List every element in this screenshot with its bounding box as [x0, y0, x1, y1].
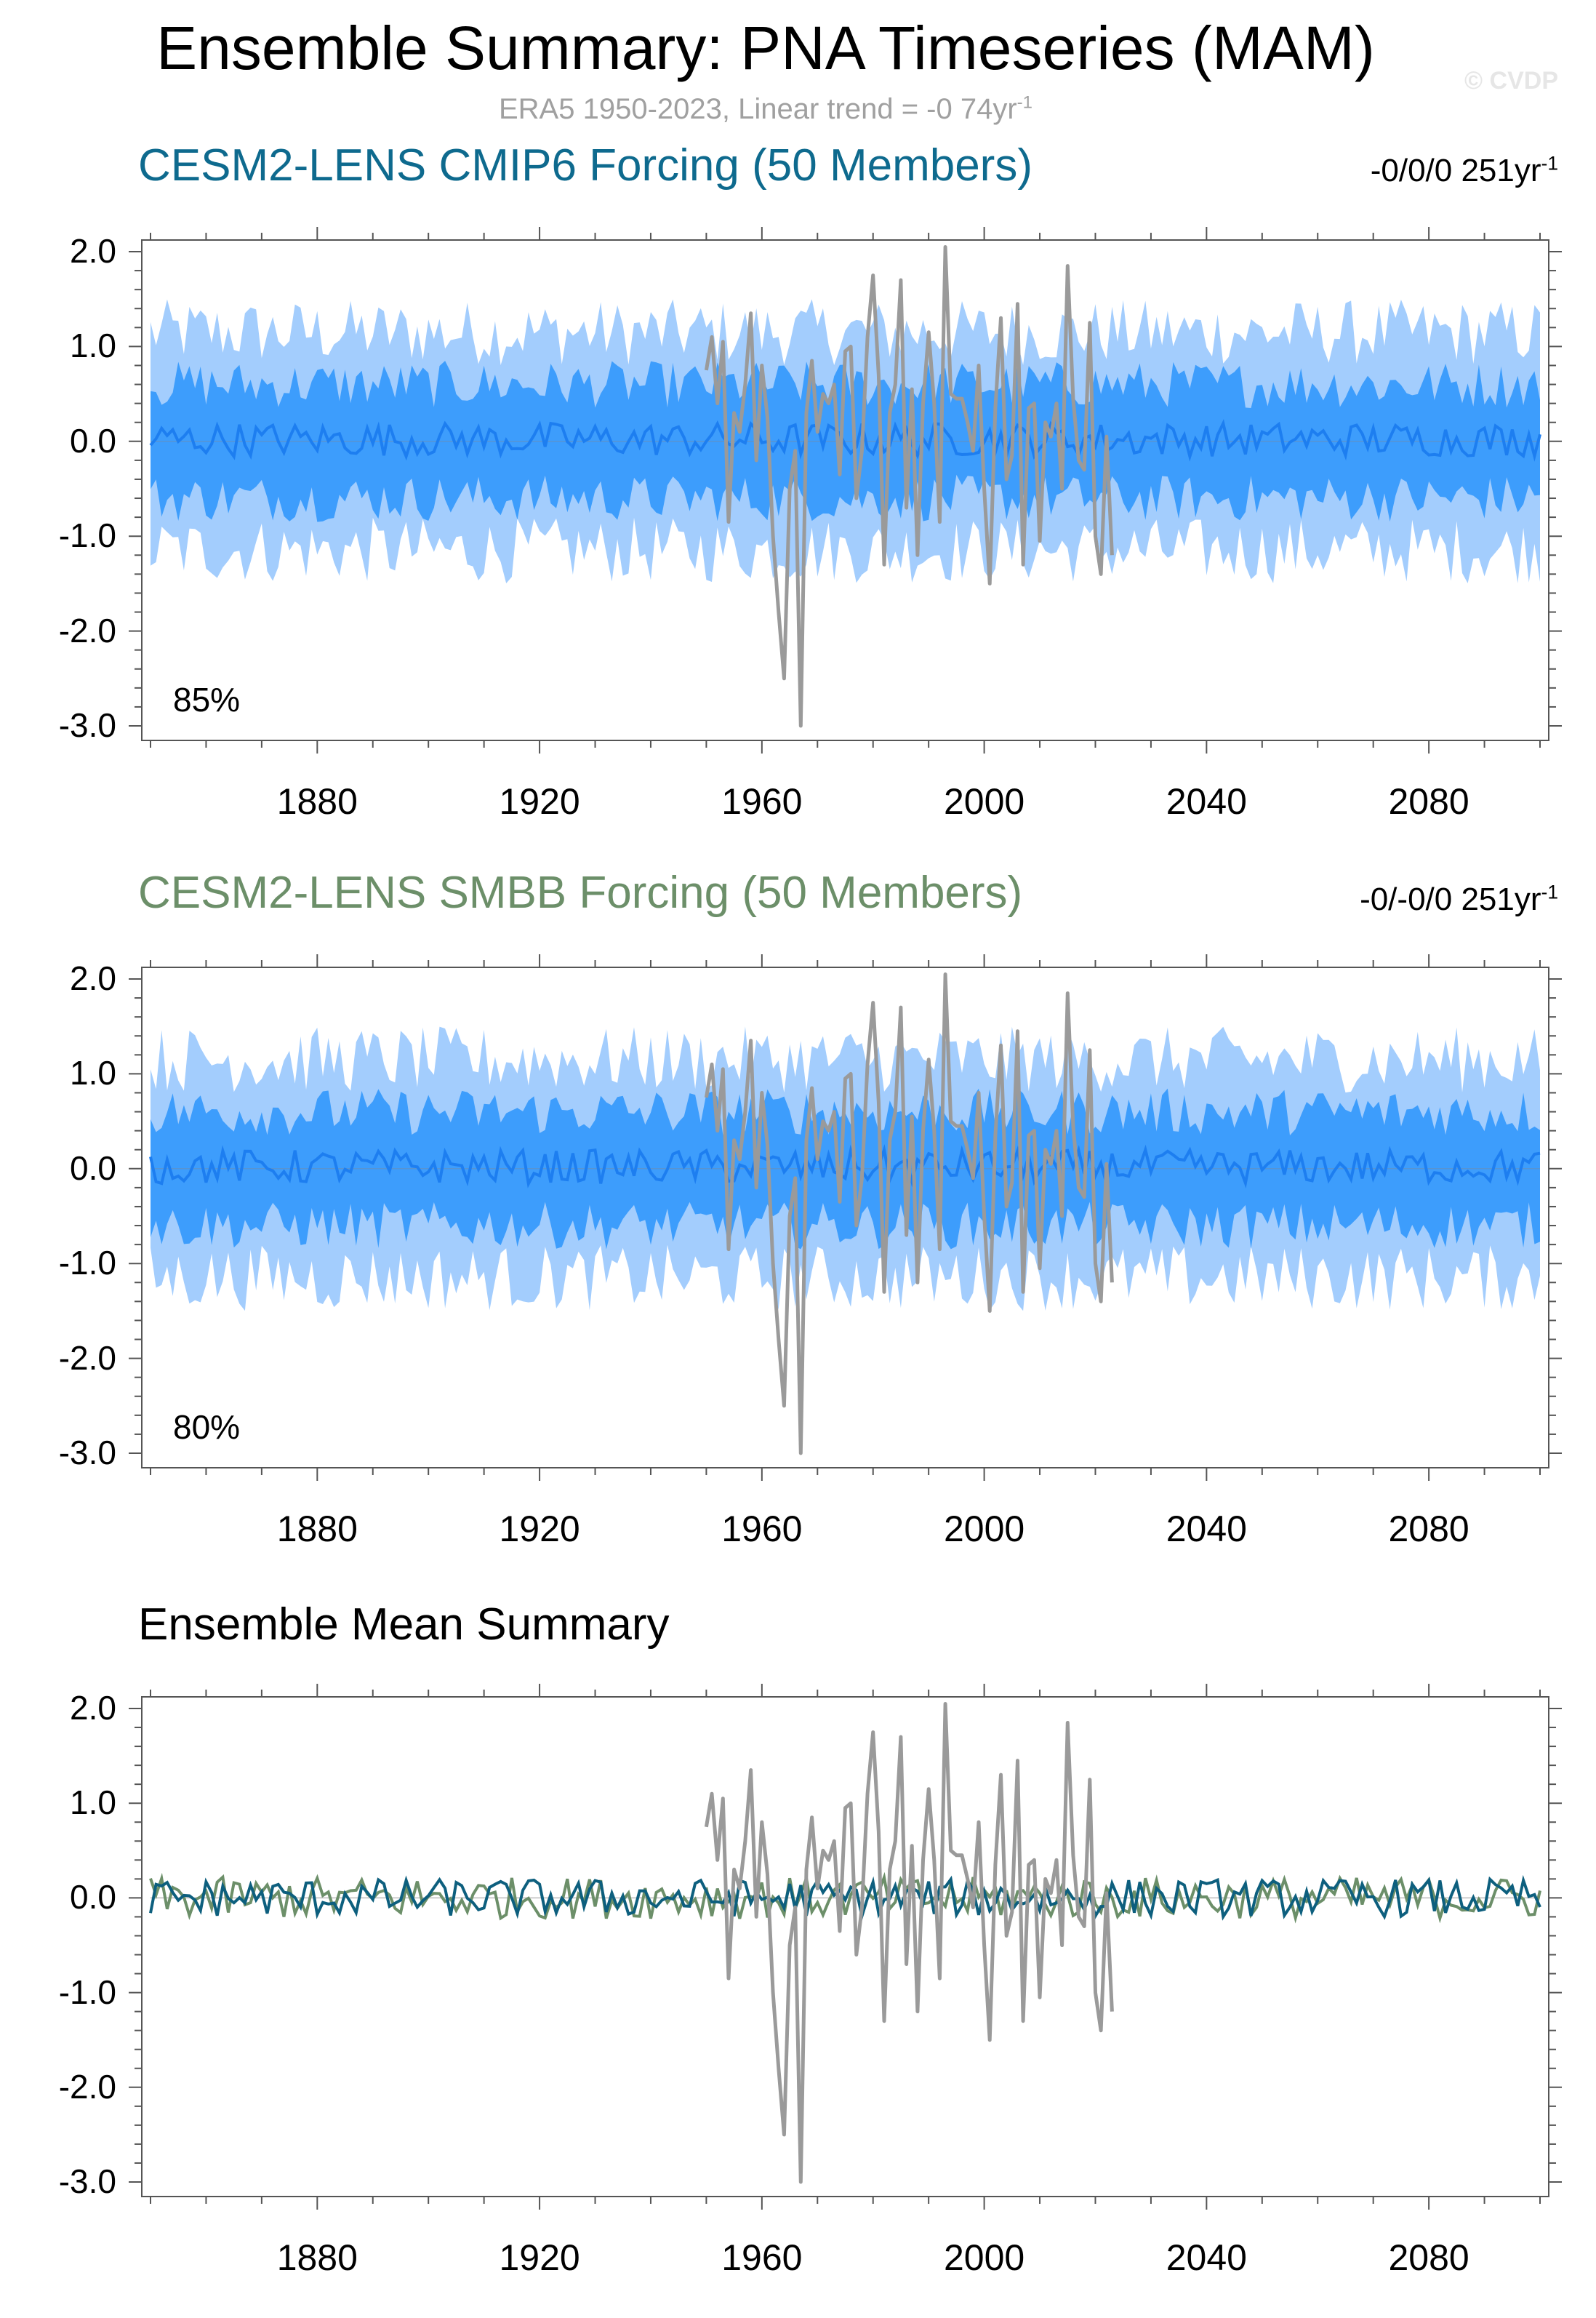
y-tick-label: -2.0 — [58, 2067, 116, 2106]
percent-label-smbb: 80% — [173, 1408, 241, 1446]
panel-title-cmip6: CESM2-LENS CMIP6 Forcing (50 Members) — [138, 140, 1032, 191]
y-tick-label: 2.0 — [70, 1689, 116, 1727]
y-tick-label: 2.0 — [70, 232, 116, 270]
trend-smbb-sup: -1 — [1541, 881, 1558, 903]
y-tick-label: -2.0 — [58, 1338, 116, 1377]
y-tick-label: -1.0 — [58, 1244, 116, 1282]
subtitle-sup: -1 — [1016, 92, 1033, 113]
trend-smbb-text: -0/-0/0 251yr — [1360, 882, 1541, 917]
y-tick-label: 2.0 — [70, 959, 116, 997]
x-tick-label: 1960 — [721, 2237, 803, 2278]
y-tick-label: -3.0 — [58, 2162, 116, 2200]
y-tick-label: -1.0 — [58, 1973, 116, 2011]
y-tick-label: -1.0 — [58, 516, 116, 555]
x-tick-label: 1920 — [499, 1508, 580, 1549]
ensemble-mean-line — [149, 419, 1541, 462]
x-tick-label: 1960 — [721, 781, 803, 822]
x-tick-label: 1880 — [276, 2237, 358, 2278]
y-tick-label: 1.0 — [70, 1054, 116, 1092]
observations-line — [704, 245, 1114, 728]
trend-cmip6: -0/0/0 251yr-1 — [1371, 153, 1558, 189]
x-tick-label: 1920 — [499, 781, 580, 822]
trend-smbb: -0/-0/0 251yr-1 — [1360, 882, 1558, 918]
x-tick-label: 2040 — [1166, 781, 1247, 822]
cmip6-mean-line — [149, 1874, 1541, 1922]
x-tick-label: 2080 — [1388, 1508, 1469, 1549]
plot-frame — [141, 1696, 1549, 2197]
x-tick-label: 2000 — [943, 2237, 1025, 2278]
panel-title-smbb: CESM2-LENS SMBB Forcing (50 Members) — [138, 868, 1023, 918]
observations-line — [704, 1702, 1114, 2184]
x-tick-label: 1960 — [721, 1508, 803, 1549]
y-tick-label: -3.0 — [58, 706, 116, 744]
y-tick-label: 1.0 — [70, 327, 116, 365]
y-tick-label: 0.0 — [70, 1148, 116, 1187]
panel-smbb — [129, 954, 1562, 1481]
panel-title-ensemble-mean: Ensemble Mean Summary — [138, 1599, 670, 1650]
observations-line — [704, 972, 1114, 1455]
y-tick-label: -3.0 — [58, 1434, 116, 1471]
x-tick-label: 2040 — [1166, 1508, 1247, 1549]
x-tick-label: 2000 — [943, 781, 1025, 822]
x-tick-label: 1880 — [276, 781, 358, 822]
panel-cmip6 — [129, 227, 1562, 754]
watermark: © CVDP — [1464, 67, 1558, 95]
trend-cmip6-sup: -1 — [1541, 152, 1558, 175]
x-tick-label: 2080 — [1388, 2237, 1469, 2278]
ensemble-mean-line — [149, 1143, 1541, 1188]
x-tick-label: 1920 — [499, 2237, 580, 2278]
x-tick-label: 1880 — [276, 1508, 358, 1549]
subtitle: ERA5 1950-2023, Linear trend = -0 74yr-1 — [0, 93, 1531, 126]
x-tick-label: 2000 — [943, 1508, 1025, 1549]
x-tick-label: 2040 — [1166, 2237, 1247, 2278]
y-tick-label: -2.0 — [58, 611, 116, 650]
percent-label-cmip6: 85% — [173, 681, 241, 719]
subtitle-text: ERA5 1950-2023, Linear trend = -0 74yr — [498, 93, 1017, 125]
y-tick-label: 0.0 — [70, 1878, 116, 1917]
panel-ensemble-mean — [129, 1684, 1562, 2210]
y-tick-label: 0.0 — [70, 421, 116, 460]
x-tick-label: 2080 — [1388, 781, 1469, 822]
y-tick-label: 1.0 — [70, 1783, 116, 1822]
trend-cmip6-text: -0/0/0 251yr — [1370, 153, 1541, 188]
main-title: Ensemble Summary: PNA Timeseries (MAM) — [156, 14, 1375, 82]
